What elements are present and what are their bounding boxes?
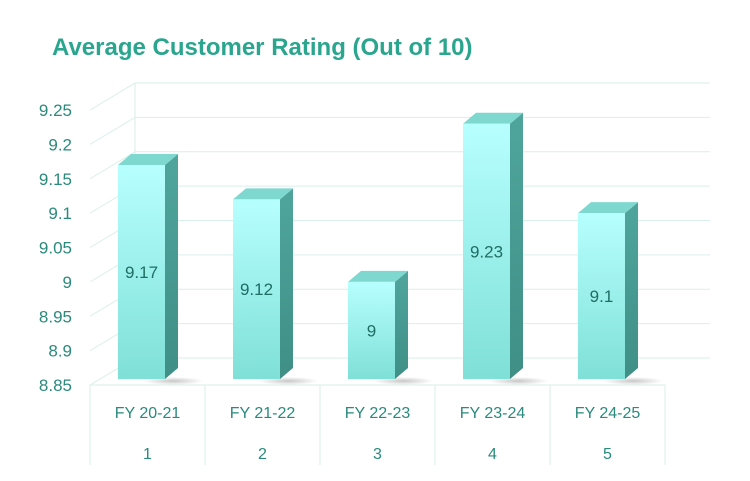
y-tick-label: 8.85: [39, 376, 72, 395]
bar: [348, 270, 433, 385]
bar-top-face: [578, 202, 638, 214]
y-tick-label: 9.15: [39, 170, 72, 189]
data-label: 9.1: [590, 287, 614, 306]
bar: [463, 112, 548, 385]
x-index-label: 3: [373, 446, 382, 463]
bar: [233, 188, 318, 385]
y-tick-label: 8.95: [39, 307, 72, 326]
y-tick-label: 8.9: [48, 342, 72, 361]
data-labels: 9.17 9.12 9 9.23 9.1: [125, 242, 613, 340]
bars: [118, 112, 663, 385]
bar: [118, 154, 203, 385]
data-label: 9: [367, 321, 376, 340]
y-tick-label: 9.25: [39, 101, 72, 120]
x-category-label: FY 21-22: [230, 405, 296, 422]
category-table: FY 20-21 1 FY 21-22 2 FY 22-23 3 FY 23-24 4 FY 2…: [89, 384, 666, 465]
gridline-depth: [89, 151, 136, 180]
bar-side-face: [510, 112, 523, 379]
bar: [578, 202, 663, 385]
bar-front-face: [578, 213, 625, 379]
data-label: 9.17: [125, 263, 158, 282]
bar-top-face: [233, 188, 293, 200]
bar-side-face: [280, 188, 293, 379]
bar-top-face: [348, 270, 408, 282]
gridline-depth: [89, 116, 136, 145]
x-index-label: 5: [603, 446, 612, 463]
y-tick-label: 9.05: [39, 239, 72, 258]
bar-top-face: [118, 154, 178, 165]
x-category-label: FY 20-21: [115, 405, 181, 422]
x-index-label: 1: [143, 446, 152, 463]
y-tick-label: 9.2: [48, 135, 72, 154]
x-index-label: 4: [488, 446, 497, 463]
x-category-label: FY 24-25: [575, 405, 641, 422]
data-label: 9.12: [240, 280, 273, 299]
bar-side-face: [625, 202, 638, 379]
x-category-label: FY 23-24: [460, 405, 526, 422]
bar-front-face: [348, 281, 395, 379]
data-label: 9.23: [470, 242, 503, 261]
bar-front-face: [233, 199, 280, 379]
bar-side-face: [165, 154, 178, 379]
chart-title: Average Customer Rating (Out of 10): [52, 34, 473, 61]
bar-side-face: [395, 270, 408, 379]
bar-top-face: [463, 112, 523, 124]
bar-front-face: [118, 165, 165, 379]
bar-front-face: [463, 123, 510, 379]
x-category-label: FY 22-23: [345, 405, 411, 422]
y-axis-ticks: 8.85 8.9 8.95 9 9.05 9.1 9.15 9.2 9.25: [39, 101, 72, 395]
x-index-label: 2: [258, 446, 267, 463]
y-tick-label: 9: [63, 273, 72, 292]
gridline-depth: [89, 82, 136, 111]
y-tick-label: 9.1: [48, 204, 72, 223]
